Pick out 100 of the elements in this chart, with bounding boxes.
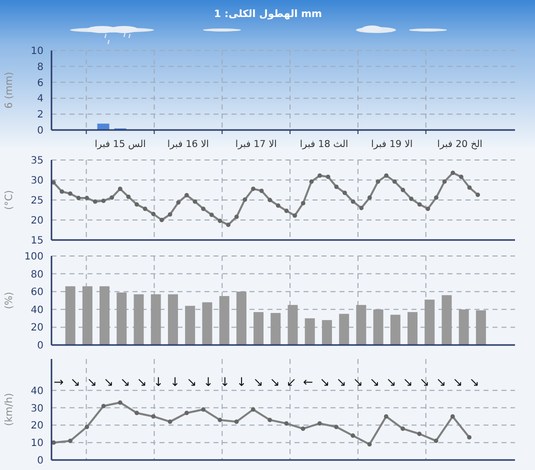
bar [82, 286, 92, 345]
point [84, 196, 90, 200]
annotation: ↘ [386, 375, 396, 389]
point [334, 184, 339, 189]
y-tick-label: 10 [30, 438, 44, 450]
point [118, 400, 122, 405]
y-tick-label: 4 [37, 94, 44, 105]
point [250, 407, 256, 412]
point [168, 419, 172, 424]
y-tick-label: 10 [30, 46, 44, 57]
x-tick-label: الث 18 فبرا [300, 139, 348, 150]
annotation: ↓ [236, 375, 247, 389]
point [384, 414, 388, 419]
bar [236, 292, 246, 345]
y-tick-label: 20 [30, 420, 44, 432]
point [318, 173, 322, 178]
point [68, 191, 72, 196]
bar [322, 320, 332, 345]
point [218, 218, 222, 223]
y-axis-title: (°C) [4, 190, 15, 210]
annotation: ↘ [270, 375, 280, 389]
point [434, 438, 438, 444]
point [467, 435, 472, 440]
point [458, 174, 464, 179]
bar [168, 294, 178, 345]
bar [134, 294, 144, 345]
y-tick-label: 0 [37, 126, 44, 136]
y-tick-label: 15 [30, 236, 44, 246]
bar [458, 309, 469, 345]
bar [219, 296, 230, 345]
point [176, 200, 181, 205]
annotation: ↘ [469, 375, 480, 389]
point [110, 195, 114, 200]
bar [254, 312, 264, 345]
point [218, 418, 222, 422]
y-tick-label: 0 [37, 340, 44, 352]
point [400, 188, 406, 192]
point [68, 438, 72, 444]
point [92, 199, 98, 204]
point [118, 186, 122, 191]
bar [373, 309, 384, 345]
y-tick-label: 6 [37, 78, 44, 89]
point [450, 414, 455, 419]
annotation: ↘ [320, 375, 330, 389]
point [450, 170, 456, 175]
bar [408, 312, 418, 345]
point [151, 212, 156, 216]
annotation: ↙ [286, 375, 296, 389]
point [234, 419, 239, 424]
y-tick-label: 8 [37, 62, 44, 73]
x-tick-label: الا 17 فبرا [235, 139, 277, 150]
chart-title: الهطول الكلى: 1 mm [214, 9, 322, 20]
point [184, 193, 189, 198]
point [350, 199, 356, 204]
annotation: ↘ [253, 375, 264, 389]
y-tick-label: 60 [30, 287, 44, 298]
point [126, 194, 131, 199]
point [284, 421, 289, 426]
annotation: ↘ [352, 375, 363, 389]
point [367, 195, 372, 200]
y-axis-title: (km/h) [4, 392, 15, 426]
bar [304, 318, 315, 345]
annotation: ↓ [203, 375, 214, 389]
point [400, 426, 405, 431]
point [276, 203, 280, 208]
point [142, 206, 148, 211]
point [434, 195, 438, 200]
point [168, 212, 172, 217]
point [384, 173, 389, 178]
point [417, 432, 422, 436]
y-tick-label: 40 [30, 386, 44, 397]
point [134, 410, 139, 416]
bar [116, 292, 127, 345]
annotation: ↘ [186, 375, 197, 389]
y-tick-label: 30 [30, 403, 44, 414]
bar [356, 304, 366, 345]
y-tick-label: 40 [30, 304, 44, 316]
bar [202, 302, 212, 345]
annotation: ↘ [86, 375, 97, 389]
x-tick-label: الا 19 فبرا [371, 139, 413, 150]
point [234, 214, 239, 219]
annotation: ↓ [170, 375, 180, 389]
point [268, 198, 272, 202]
y-tick-label: 100 [24, 252, 44, 262]
annotation: ↘ [370, 375, 380, 389]
point [201, 407, 206, 412]
point [226, 222, 230, 227]
point [101, 404, 106, 408]
point [201, 206, 206, 211]
x-tick-label: الس 15 فبرا [94, 139, 146, 150]
point [300, 201, 306, 206]
point [367, 442, 372, 447]
point [309, 179, 314, 184]
annotation: ↘ [336, 375, 346, 389]
annotation: ↘ [120, 375, 130, 389]
point [317, 421, 322, 426]
point [151, 414, 156, 419]
point [376, 179, 380, 184]
bar [65, 286, 76, 345]
annotation: ↘ [452, 375, 463, 389]
